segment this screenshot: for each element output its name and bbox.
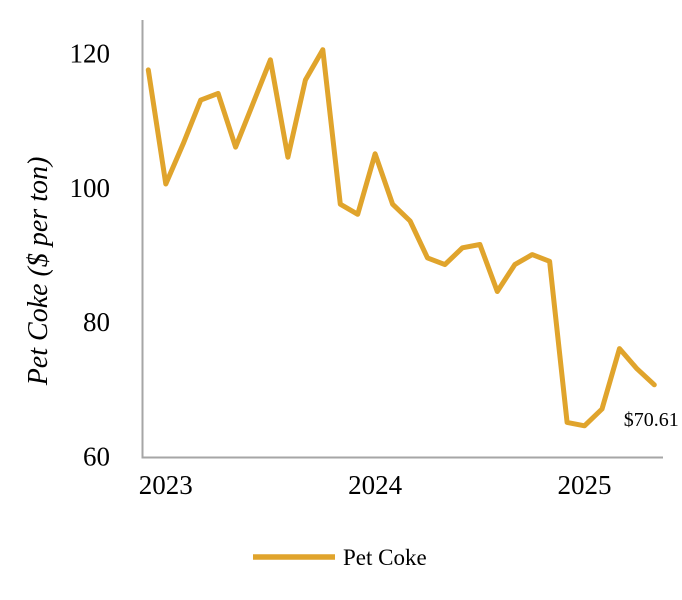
legend: Pet Coke (253, 545, 427, 570)
y-tick-label: 120 (70, 39, 111, 69)
y-tick-label: 60 (83, 442, 110, 472)
y-axis-title: Pet Coke ($ per ton) (23, 157, 54, 387)
y-tick-label: 100 (70, 173, 111, 203)
legend-label: Pet Coke (343, 545, 427, 570)
pet-coke-series-line (145, 47, 657, 429)
x-tick-label: 2025 (558, 470, 612, 500)
y-tick-label: 80 (83, 307, 110, 337)
x-axis-tick-labels: 2023 2024 2025 (139, 470, 612, 500)
last-value-label: $70.61 (624, 409, 679, 431)
x-tick-label: 2023 (139, 470, 193, 500)
y-axis-tick-labels: 120 100 80 60 (70, 39, 111, 472)
x-tick-label: 2024 (348, 470, 403, 500)
